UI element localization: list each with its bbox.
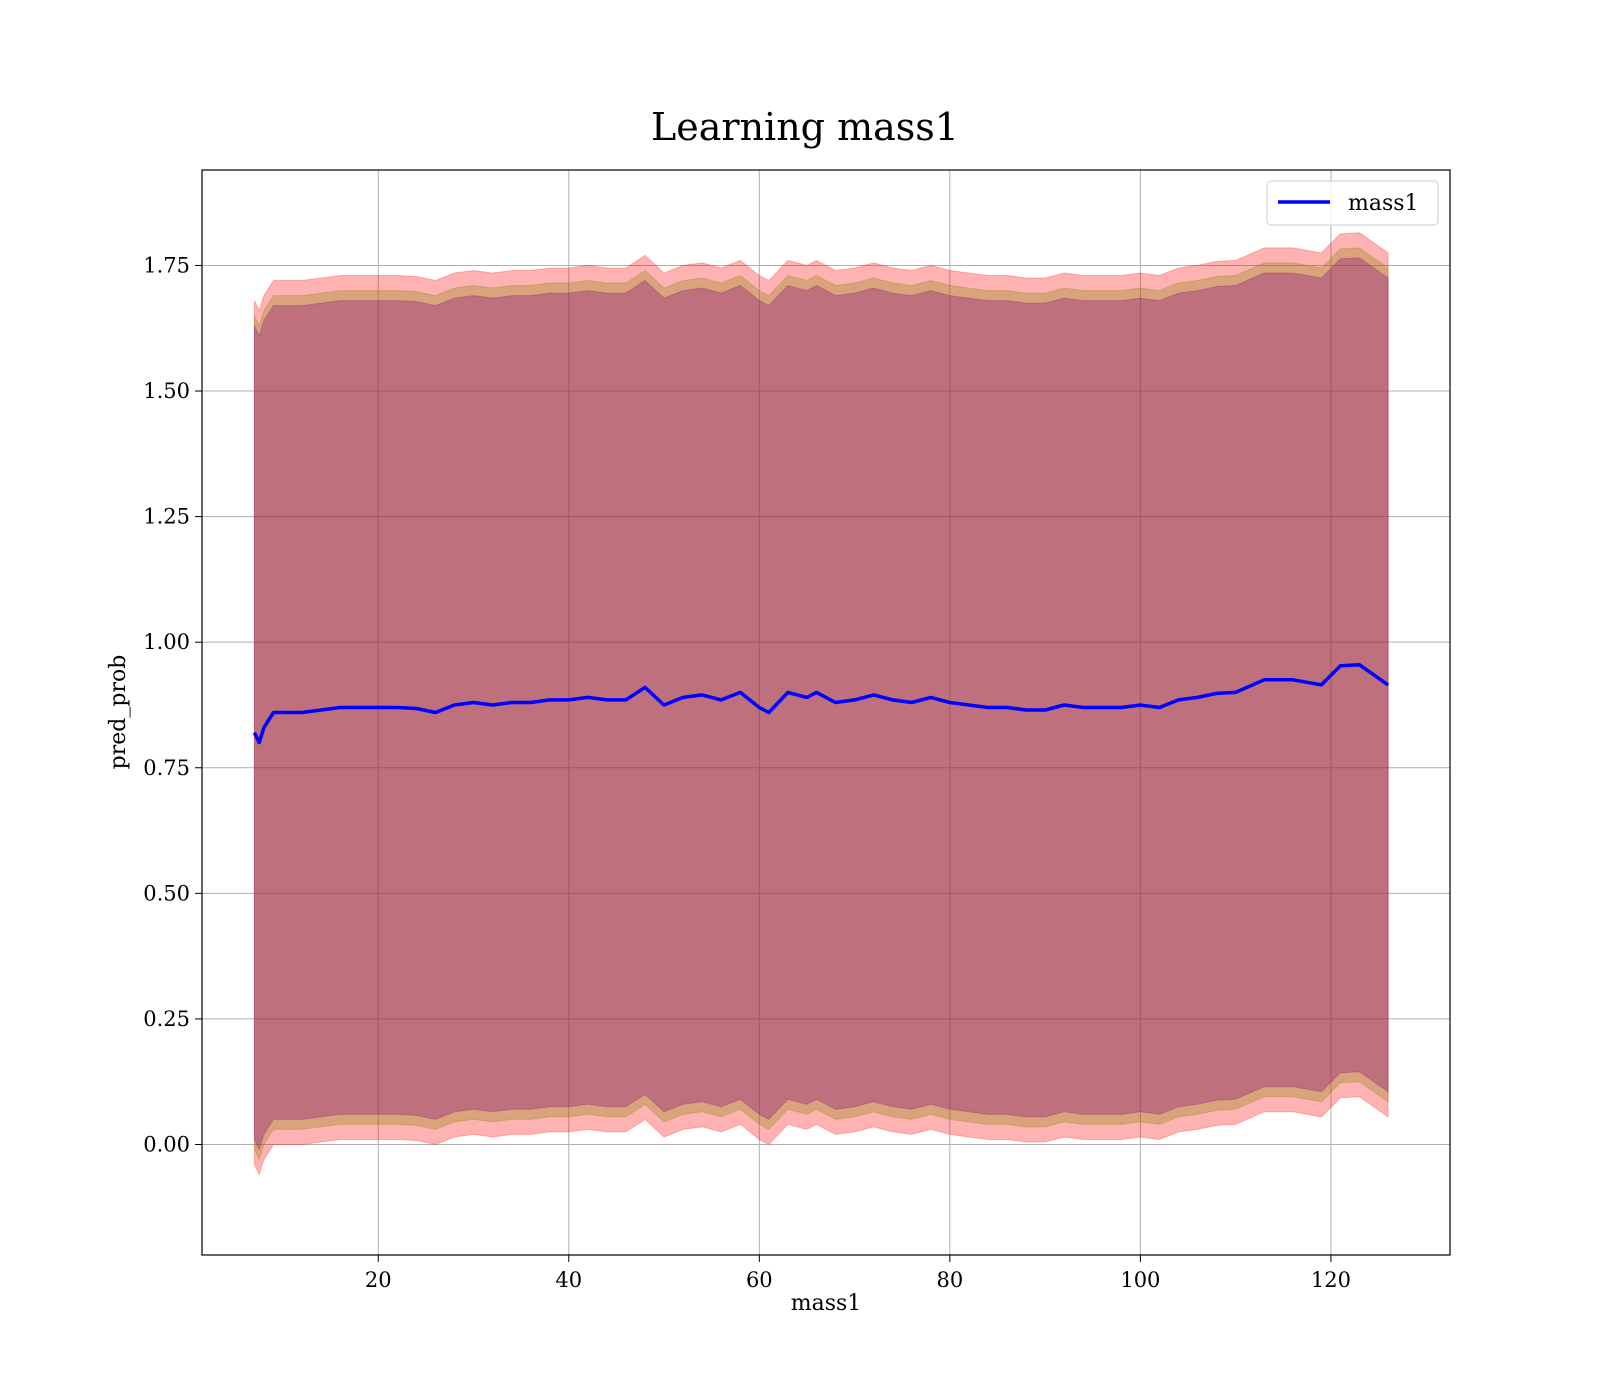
y-tick-label: 1.75 bbox=[143, 253, 190, 277]
y-tick-label: 0.75 bbox=[143, 756, 190, 780]
legend-box bbox=[1266, 180, 1439, 226]
confidence-band bbox=[253, 257, 1389, 1151]
x-tick-label: 40 bbox=[555, 1268, 582, 1292]
x-tick-label: 20 bbox=[365, 1268, 392, 1292]
y-tick-label: 0.00 bbox=[143, 1132, 190, 1156]
legend: mass1 bbox=[1266, 180, 1439, 226]
series-lines bbox=[252, 663, 1390, 745]
x-tick-label: 80 bbox=[936, 1268, 963, 1292]
x-tick-label: 120 bbox=[1311, 1268, 1351, 1292]
plot-area bbox=[201, 169, 1451, 1256]
chart-title: Learning mass1 bbox=[651, 105, 959, 149]
legend-label: mass1 bbox=[1348, 191, 1419, 216]
y-axis-label: pred_prob bbox=[106, 655, 131, 770]
x-tick-label: 100 bbox=[1120, 1268, 1160, 1292]
x-axis-label: mass1 bbox=[791, 1291, 862, 1316]
y-tick-label: 0.25 bbox=[143, 1007, 190, 1031]
y-tick-label: 1.50 bbox=[143, 379, 190, 403]
y-tick-label: 1.00 bbox=[143, 630, 190, 654]
y-tick-label: 0.50 bbox=[143, 881, 190, 905]
grid bbox=[202, 170, 1450, 1255]
axes-frame bbox=[201, 169, 1451, 1256]
x-tick-label: 60 bbox=[746, 1268, 773, 1292]
confidence-band bbox=[253, 232, 1389, 1176]
confidence-band bbox=[253, 247, 1389, 1161]
confidence-bands bbox=[253, 232, 1389, 1176]
x-axis-ticks: 20 40 60 80 100 120 bbox=[365, 1255, 1351, 1292]
series-line-mass1 bbox=[252, 663, 1390, 745]
y-axis-ticks: 0.00 0.25 0.50 0.75 1.00 1.25 1.50 1.75 bbox=[143, 253, 202, 1156]
y-tick-label: 1.25 bbox=[143, 505, 190, 529]
